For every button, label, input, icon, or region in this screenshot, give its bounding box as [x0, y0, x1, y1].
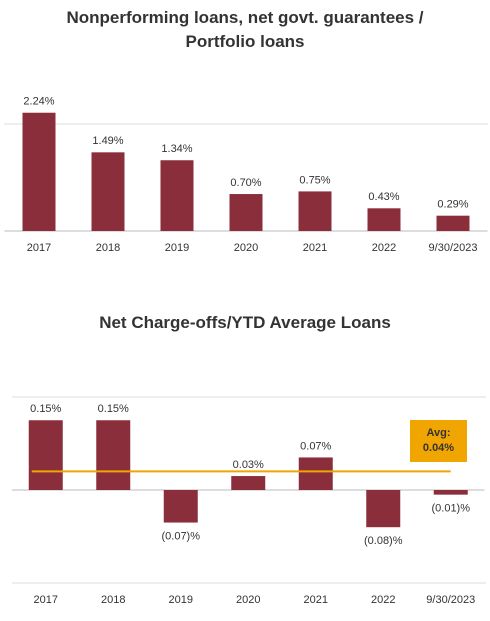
- x-tick-label: 2019: [169, 594, 193, 606]
- x-tick-label: 2019: [165, 242, 189, 254]
- x-tick-label: 2022: [372, 242, 396, 254]
- value-label: (0.07)%: [161, 530, 200, 542]
- value-label: 0.29%: [437, 199, 468, 211]
- x-tick-label: 2018: [101, 594, 125, 606]
- value-label: 0.15%: [30, 403, 61, 415]
- bar: [91, 152, 125, 231]
- value-label: 0.03%: [233, 459, 264, 471]
- bar: [367, 208, 401, 231]
- value-label: 1.49%: [92, 135, 123, 147]
- value-label: (0.01)%: [431, 503, 470, 515]
- bar: [160, 160, 194, 231]
- bar: [366, 490, 401, 528]
- bar: [298, 457, 333, 490]
- x-tick-label: 2017: [27, 242, 51, 254]
- x-tick-label: 2022: [371, 594, 395, 606]
- average-box: [410, 420, 467, 462]
- chart-title: Nonperforming loans, net govt. guarantee…: [66, 8, 424, 51]
- value-label: 0.75%: [299, 174, 330, 186]
- average-label: 0.04%: [423, 442, 454, 454]
- x-tick-label: 2018: [96, 242, 120, 254]
- x-tick-label: 2020: [234, 242, 258, 254]
- bar: [163, 490, 198, 523]
- x-tick-label: 2017: [34, 594, 58, 606]
- average-label: Avg:: [426, 427, 450, 439]
- bar: [28, 420, 63, 490]
- x-tick-label: 2021: [304, 594, 328, 606]
- value-label: (0.08)%: [364, 535, 403, 547]
- bar: [298, 191, 332, 231]
- value-label: 0.07%: [300, 440, 331, 452]
- value-label: 0.70%: [230, 177, 261, 189]
- x-tick-label: 2020: [236, 594, 260, 606]
- bar: [436, 215, 470, 231]
- bar: [433, 490, 468, 495]
- x-tick-label: 2021: [303, 242, 327, 254]
- value-label: 2.24%: [23, 96, 54, 108]
- bar: [96, 420, 131, 490]
- value-label: 0.43%: [368, 191, 399, 203]
- value-label: 0.15%: [98, 403, 129, 415]
- chart-title: Net Charge-offs/YTD Average Loans: [99, 313, 391, 332]
- bar: [231, 476, 266, 490]
- x-tick-label: 9/30/2023: [426, 594, 475, 606]
- x-tick-label: 9/30/2023: [429, 242, 478, 254]
- value-label: 1.34%: [161, 143, 192, 155]
- bar: [229, 194, 263, 231]
- bar: [22, 112, 56, 231]
